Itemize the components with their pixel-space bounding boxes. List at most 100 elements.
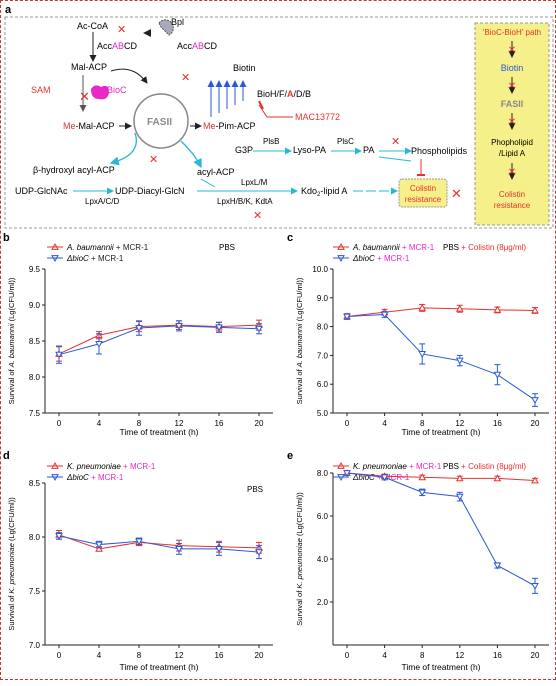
- panel-a-frame: [4, 16, 554, 229]
- y-tick-label: 8.0: [29, 533, 41, 542]
- panel-b: b 7.5 8.0 8.5 9.0 9.5 0 4 8 12 16 20 Time of treatme…: [3, 232, 273, 437]
- y-tick-label: 8.0: [29, 373, 41, 382]
- x-tick-label: 8: [137, 419, 142, 428]
- bioc-shape: [91, 85, 109, 100]
- data-point: [343, 470, 351, 478]
- colistin-res-line1: Colistin: [410, 184, 436, 193]
- svg-text:✕: ✕: [508, 45, 516, 56]
- node-mal-acp: Mal-ACP: [71, 62, 107, 72]
- data-point: [175, 545, 183, 553]
- data-point: [493, 474, 502, 482]
- data-point: [215, 545, 223, 553]
- panel-e: e 2.0 4.0 6.0 8.0 0 4 8 12 16 20 Time of treatment …: [287, 450, 549, 672]
- data-point: [343, 313, 351, 321]
- x-tick-label: 16: [493, 419, 502, 428]
- x-axis-label: Time of treatment (h): [119, 427, 198, 437]
- panel-d: d 7.0 7.5 8.0 8.5 0 4 8 12 16 20 Time of treatment …: [3, 450, 273, 672]
- side-biotin: Biotin: [501, 63, 524, 73]
- node-kdo: Kdo2-lipid A: [301, 186, 347, 198]
- panel-label-d: d: [3, 450, 10, 462]
- x-tick-label: 12: [175, 651, 184, 660]
- legend-marker: [337, 474, 345, 482]
- node-biotin: Biotin: [233, 63, 256, 73]
- node-biohfadb: BioH/F/A/D/B: [257, 89, 311, 99]
- colistin-res-line2: resistance: [405, 195, 442, 204]
- side-path-title: 'BioC-BioH' path: [483, 28, 541, 37]
- x-tick-label: 0: [345, 651, 350, 660]
- panel-label-b: b: [3, 232, 10, 244]
- x-tick-label: 8: [137, 651, 142, 660]
- series-line-0: [58, 534, 260, 550]
- node-me-pim-acp: Me-Pim-ACP: [203, 121, 256, 131]
- block-x-colistin: ✕: [451, 186, 462, 201]
- y-tick-label: 7.0: [317, 351, 329, 360]
- y-axis-label: Survival of A. baumannii (Lg(CFU/ml)): [295, 277, 304, 404]
- legend-marker: [337, 242, 345, 250]
- svg-text:✕: ✕: [508, 117, 516, 128]
- y-tick-label: 9.5: [29, 265, 41, 274]
- x-tick-label: 0: [345, 419, 350, 428]
- y-axis-label: Survival of K. pneumoniae (Lg(CFU/ml)): [7, 497, 16, 631]
- data-point: [531, 476, 539, 484]
- condition-label: PBS + Colistin (8μg/ml): [443, 243, 526, 252]
- data-point: [455, 474, 464, 482]
- data-point: [418, 473, 427, 481]
- node-udp-diacyl: UDP-Diacyl-GlcN: [115, 186, 185, 196]
- block-x-lipida: ✕: [253, 210, 262, 222]
- svg-text:✕: ✕: [508, 167, 516, 178]
- condition-label: PBS + Colistin (8μg/ml): [443, 462, 526, 471]
- panel-label-a: a: [5, 4, 12, 16]
- y-tick-label: 8.0: [317, 469, 329, 478]
- x-tick-label: 12: [455, 651, 464, 660]
- data-point: [493, 371, 502, 379]
- y-tick-label: 4.0: [317, 555, 329, 564]
- legend-marker: [51, 474, 59, 482]
- y-tick-label: 9.0: [317, 294, 329, 303]
- panel-label-e: e: [287, 450, 293, 462]
- legend-marker: [337, 461, 345, 469]
- data-point: [380, 311, 389, 319]
- y-axis-label: Survival of K. pneumoniae (Lg(CFU/ml)): [295, 492, 304, 626]
- inhibit-line-mac: [258, 104, 293, 118]
- y-tick-label: 6.0: [317, 380, 329, 389]
- legend-marker: [337, 255, 345, 263]
- node-plsc: PlsC: [337, 137, 354, 146]
- y-tick-label: 6.0: [317, 512, 329, 521]
- data-point: [531, 306, 539, 314]
- y-tick-label: 9.0: [29, 301, 41, 310]
- arrow-pa-phospho-2: [378, 156, 412, 162]
- node-sam: SAM: [31, 85, 51, 95]
- y-tick-label: 7.5: [29, 587, 41, 596]
- data-point: [418, 303, 427, 311]
- y-tick-label: 5.0: [317, 409, 329, 418]
- arrow-fasii-acyl: [180, 140, 202, 169]
- x-tick-label: 20: [531, 651, 540, 660]
- data-point: [418, 351, 427, 358]
- arrow-fasii-hydroxyl: [109, 132, 137, 166]
- side-path-xs: ✕ ✕ ✕ ✕: [508, 45, 516, 178]
- data-point: [380, 474, 389, 482]
- block-x-biotin: ✕: [181, 72, 190, 84]
- inhibit-bar-mac: [258, 100, 264, 110]
- colistin-resistance-box: [398, 178, 448, 208]
- series-line-0: [58, 324, 260, 355]
- node-lpxhbk: LpxH/B/K, KdtA: [217, 197, 273, 206]
- biotin-arrows: [207, 80, 247, 117]
- node-ac-coa: Ac-CoA: [77, 21, 108, 31]
- arrow-malacp-fasii: [110, 68, 148, 84]
- legend-label-0: K. pneumoniae + MCR-1: [353, 462, 442, 471]
- y-tick-label: 8.5: [29, 337, 41, 346]
- data-point: [255, 325, 263, 333]
- node-bpl: Bpl: [171, 17, 184, 27]
- panel-c: c 5.0 6.0 7.0 8.0 9.0 10.0 0 4 8 12 16 20 Time of tre…: [287, 232, 549, 437]
- legend-label-0: K. pneumoniae + MCR-1: [67, 462, 156, 471]
- node-udp-glcnac: UDP-GlcNAc: [15, 186, 68, 196]
- x-axis-label: Time of treatment (h): [401, 662, 480, 672]
- legend-label-1: ΔbioC + MCR-1: [352, 473, 410, 482]
- node-mac13772: MAC13772: [295, 112, 340, 122]
- data-point: [135, 538, 143, 546]
- data-point: [531, 397, 539, 405]
- node-pa: PA: [363, 145, 374, 155]
- condition-label: PBS: [247, 485, 263, 494]
